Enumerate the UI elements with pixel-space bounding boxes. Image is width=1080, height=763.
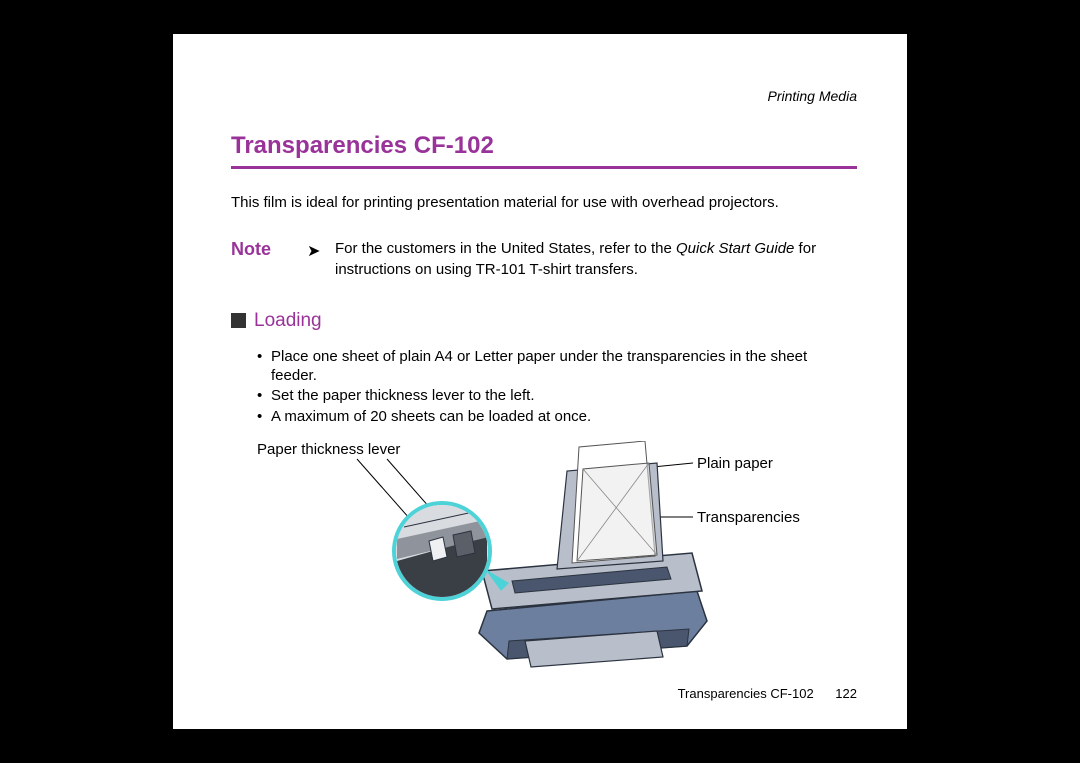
- note-label: Note: [231, 239, 307, 260]
- intro-text: This film is ideal for printing presenta…: [231, 193, 857, 213]
- page-footer: Transparencies CF-102 122: [678, 686, 857, 701]
- note-text-ital: Quick Start Guide: [676, 240, 794, 257]
- note-text: For the customers in the United States, …: [335, 239, 857, 280]
- printer-illustration: [257, 441, 857, 671]
- list-item: Place one sheet of plain A4 or Letter pa…: [257, 348, 857, 386]
- printer-diagram: Paper thickness lever Plain paper Transp…: [257, 441, 857, 671]
- square-bullet-icon: [231, 313, 246, 328]
- section-heading-row: Loading: [231, 310, 857, 332]
- list-item: A maximum of 20 sheets can be loaded at …: [257, 408, 857, 427]
- note-text-pre: For the customers in the United States, …: [335, 240, 676, 257]
- note-block: Note ➤ For the customers in the United S…: [231, 239, 857, 280]
- list-item: Set the paper thickness lever to the lef…: [257, 387, 857, 406]
- section-heading: Loading: [254, 310, 322, 332]
- title-rule: [231, 166, 857, 169]
- note-arrow-icon: ➤: [307, 239, 335, 261]
- footer-page-number: 122: [835, 686, 857, 701]
- footer-ref: Transparencies CF-102: [678, 686, 814, 701]
- page-title: Transparencies CF-102: [231, 132, 857, 160]
- loading-bullets: Place one sheet of plain A4 or Letter pa…: [231, 348, 857, 427]
- page-header: Printing Media: [231, 88, 857, 104]
- document-page: Printing Media Transparencies CF-102 Thi…: [173, 34, 907, 729]
